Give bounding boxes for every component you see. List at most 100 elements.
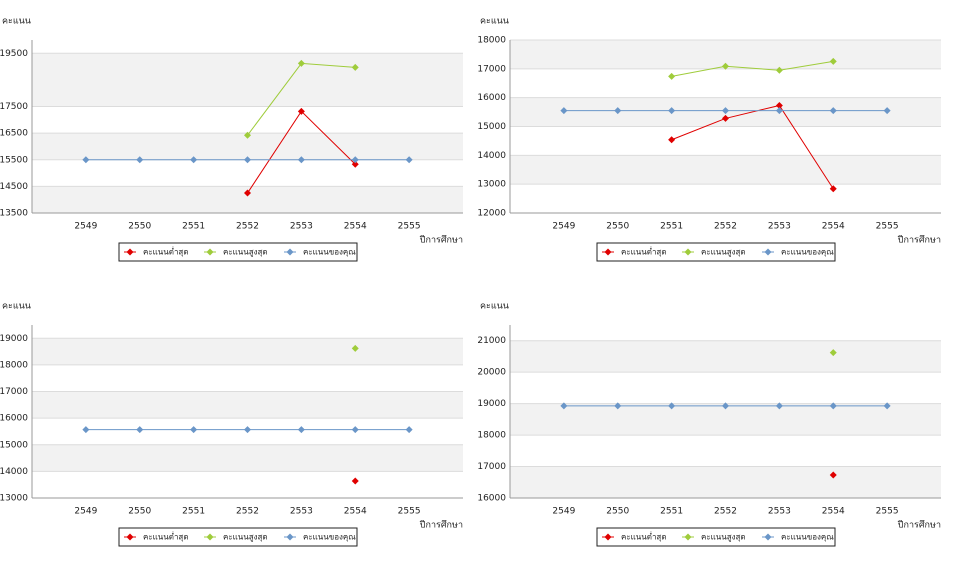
point: [244, 156, 251, 164]
point: [351, 156, 359, 164]
grid-band: [510, 155, 941, 185]
x-axis-label: ปีการศึกษา: [898, 520, 941, 531]
point: [722, 114, 729, 122]
legend-box: [596, 527, 836, 547]
x-tick-label: 2551: [660, 507, 683, 517]
x-tick-label: 2551: [182, 222, 205, 232]
y-tick-label: 13000: [477, 180, 506, 190]
point: [722, 402, 729, 410]
point: [829, 402, 837, 410]
x-tick-label: 2555: [398, 507, 421, 517]
x-tick-label: 2550: [128, 222, 151, 232]
point: [351, 477, 359, 485]
x-tick-label: 2554: [822, 222, 845, 232]
x-tick-label: 2553: [290, 222, 313, 232]
point: [82, 156, 90, 164]
legend-marker: [604, 533, 612, 541]
point: [722, 107, 729, 115]
legend-label: คะแนนสูงสุด: [701, 533, 746, 543]
y-tick-label: 13500: [0, 209, 28, 219]
x-tick-label: 2553: [768, 507, 791, 517]
x-tick-label: 2550: [128, 507, 151, 517]
y-tick-label: 14000: [0, 467, 28, 477]
legend-label: คะแนนสูงสุด: [223, 248, 268, 258]
point: [883, 402, 891, 410]
legend-label: คะแนนต่ำสุด: [621, 531, 667, 542]
legend-marker: [684, 248, 692, 256]
legend-label: คะแนนต่ำสุด: [143, 531, 189, 542]
point: [351, 63, 359, 71]
point: [190, 156, 198, 164]
point: [297, 107, 305, 115]
legend-marker: [764, 248, 772, 256]
point: [560, 402, 568, 410]
x-tick-label: 2555: [398, 222, 421, 232]
point: [614, 402, 622, 410]
x-tick-label: 2550: [606, 507, 629, 517]
y-tick-label: 13000: [0, 494, 28, 504]
y-tick-label: 15000: [0, 440, 28, 450]
point: [829, 185, 837, 193]
point: [405, 156, 413, 164]
x-tick-label: 2554: [344, 507, 367, 517]
legend-marker: [286, 248, 294, 256]
x-tick-label: 2551: [182, 507, 205, 517]
x-tick-label: 2552: [714, 507, 737, 517]
point: [351, 344, 359, 352]
y-tick-label: 12000: [477, 209, 506, 219]
point: [244, 189, 251, 197]
point: [829, 57, 837, 65]
y-tick-label: 18000: [0, 360, 28, 370]
legend-label: คะแนนของคุณ: [781, 248, 834, 257]
point: [775, 101, 783, 109]
legend-marker: [764, 533, 772, 541]
legend-label: คะแนนของคุณ: [303, 533, 356, 542]
point: [829, 349, 837, 357]
y-tick-label: 17500: [0, 102, 28, 112]
point: [244, 426, 251, 434]
y-tick-label: 18000: [477, 431, 506, 441]
y-tick-label: 19500: [0, 49, 28, 59]
x-axis-label: ปีการศึกษา: [898, 235, 941, 246]
x-axis-label: ปีการศึกษา: [420, 235, 463, 246]
point: [668, 72, 676, 80]
legend-box: [118, 527, 358, 547]
grid-band: [32, 444, 463, 472]
point: [351, 426, 359, 434]
y-tick-label: 16000: [0, 414, 28, 424]
x-tick-label: 2549: [74, 507, 97, 517]
point: [829, 107, 837, 115]
legend-box: [596, 242, 836, 262]
point: [775, 402, 783, 410]
x-tick-label: 2549: [552, 507, 575, 517]
series-line: [671, 104, 834, 190]
grid-band: [32, 338, 463, 365]
y-tick-label: 14000: [477, 151, 506, 161]
x-tick-label: 2552: [236, 222, 259, 232]
legend-marker: [126, 533, 134, 541]
point: [297, 156, 305, 164]
x-tick-label: 2554: [344, 222, 367, 232]
x-axis-label: ปีการศึกษา: [420, 520, 463, 531]
chart: 12000 13000 14000 15000 16000 17000 18000 คะแนน…: [477, 17, 941, 262]
legend-marker: [286, 533, 294, 541]
point: [244, 131, 251, 139]
x-tick-label: 2555: [876, 507, 899, 517]
y-tick-label: 17000: [0, 387, 28, 397]
point: [883, 107, 891, 115]
y-tick-label: 16500: [0, 129, 28, 139]
point: [829, 471, 837, 479]
grid-band: [32, 391, 463, 419]
legend-marker: [684, 533, 692, 541]
legend-marker: [206, 533, 214, 541]
legend-label: คะแนนสูงสุด: [701, 248, 746, 258]
y-tick-label: 19000: [477, 399, 506, 409]
series-line: [671, 60, 834, 77]
y-tick-label: 16000: [477, 494, 506, 504]
point: [614, 107, 622, 115]
point: [82, 426, 90, 434]
y-axis-label: คะแนน: [2, 17, 31, 27]
legend-marker: [206, 248, 214, 256]
y-axis-label: คะแนน: [480, 17, 509, 27]
